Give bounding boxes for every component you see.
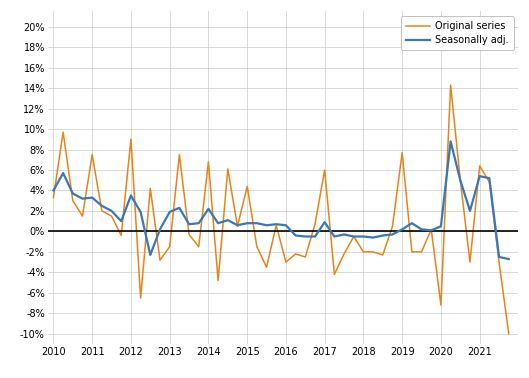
Original series — [486, 180, 492, 184]
Original series — [428, 227, 434, 232]
Original series — [399, 150, 405, 155]
Original series — [167, 245, 173, 249]
Seasonally adj. — [273, 222, 279, 226]
Original series — [196, 245, 202, 249]
Seasonally adj. — [263, 223, 270, 228]
Original series — [322, 168, 328, 172]
Seasonally adj. — [118, 219, 124, 223]
Seasonally adj. — [341, 232, 347, 237]
Original series — [360, 249, 367, 254]
Original series — [60, 130, 66, 135]
Seasonally adj. — [437, 224, 444, 229]
Original series — [138, 296, 144, 300]
Seasonally adj. — [99, 203, 105, 208]
Seasonally adj. — [370, 235, 376, 240]
Original series — [437, 303, 444, 307]
Line: Original series: Original series — [53, 85, 509, 334]
Original series — [341, 252, 347, 256]
Original series — [176, 152, 183, 157]
Original series — [370, 249, 376, 254]
Seasonally adj. — [186, 222, 192, 226]
Seasonally adj. — [244, 221, 250, 225]
Seasonally adj. — [496, 255, 502, 259]
Seasonally adj. — [254, 221, 260, 225]
Seasonally adj. — [215, 221, 221, 225]
Seasonally adj. — [448, 139, 454, 144]
Original series — [448, 83, 454, 87]
Original series — [99, 209, 105, 213]
Seasonally adj. — [282, 223, 289, 228]
Original series — [254, 245, 260, 249]
Original series — [50, 195, 57, 200]
Line: Seasonally adj.: Seasonally adj. — [53, 141, 509, 259]
Seasonally adj. — [293, 233, 299, 238]
Seasonally adj. — [506, 257, 512, 261]
Seasonally adj. — [477, 174, 483, 178]
Seasonally adj. — [147, 253, 153, 257]
Seasonally adj. — [486, 176, 492, 180]
Original series — [418, 249, 425, 254]
Seasonally adj. — [225, 218, 231, 222]
Original series — [409, 249, 415, 254]
Seasonally adj. — [389, 232, 396, 237]
Seasonally adj. — [418, 227, 425, 232]
Seasonally adj. — [351, 234, 357, 239]
Seasonally adj. — [234, 223, 241, 228]
Original series — [108, 214, 115, 218]
Original series — [263, 265, 270, 270]
Seasonally adj. — [457, 178, 463, 183]
Seasonally adj. — [331, 234, 338, 239]
Seasonally adj. — [399, 227, 405, 232]
Seasonally adj. — [312, 234, 318, 239]
Original series — [293, 252, 299, 256]
Seasonally adj. — [89, 195, 95, 200]
Original series — [205, 160, 212, 164]
Seasonally adj. — [428, 228, 434, 232]
Seasonally adj. — [138, 210, 144, 214]
Original series — [147, 186, 153, 191]
Original series — [380, 253, 386, 257]
Seasonally adj. — [79, 197, 86, 201]
Original series — [312, 222, 318, 226]
Original series — [186, 232, 192, 237]
Seasonally adj. — [157, 227, 163, 232]
Original series — [282, 260, 289, 264]
Seasonally adj. — [167, 210, 173, 214]
Original series — [351, 234, 357, 239]
Original series — [496, 260, 502, 264]
Original series — [477, 164, 483, 168]
Seasonally adj. — [205, 207, 212, 211]
Seasonally adj. — [196, 221, 202, 225]
Original series — [70, 198, 76, 203]
Seasonally adj. — [302, 234, 308, 239]
Original series — [389, 224, 396, 229]
Original series — [79, 214, 86, 218]
Seasonally adj. — [409, 221, 415, 225]
Seasonally adj. — [322, 220, 328, 225]
Original series — [215, 278, 221, 283]
Seasonally adj. — [108, 209, 115, 213]
Original series — [157, 258, 163, 262]
Seasonally adj. — [176, 206, 183, 210]
Original series — [89, 152, 95, 157]
Original series — [127, 137, 134, 141]
Original series — [118, 233, 124, 238]
Original series — [244, 184, 250, 189]
Legend: Original series, Seasonally adj.: Original series, Seasonally adj. — [401, 16, 514, 50]
Seasonally adj. — [360, 234, 367, 239]
Original series — [506, 332, 512, 336]
Original series — [467, 260, 473, 264]
Original series — [302, 255, 308, 259]
Seasonally adj. — [70, 191, 76, 196]
Original series — [273, 223, 279, 228]
Seasonally adj. — [467, 209, 473, 213]
Original series — [457, 178, 463, 183]
Seasonally adj. — [50, 188, 57, 193]
Seasonally adj. — [380, 233, 386, 238]
Original series — [234, 224, 241, 229]
Original series — [331, 272, 338, 277]
Original series — [225, 167, 231, 171]
Seasonally adj. — [127, 193, 134, 198]
Seasonally adj. — [60, 171, 66, 175]
